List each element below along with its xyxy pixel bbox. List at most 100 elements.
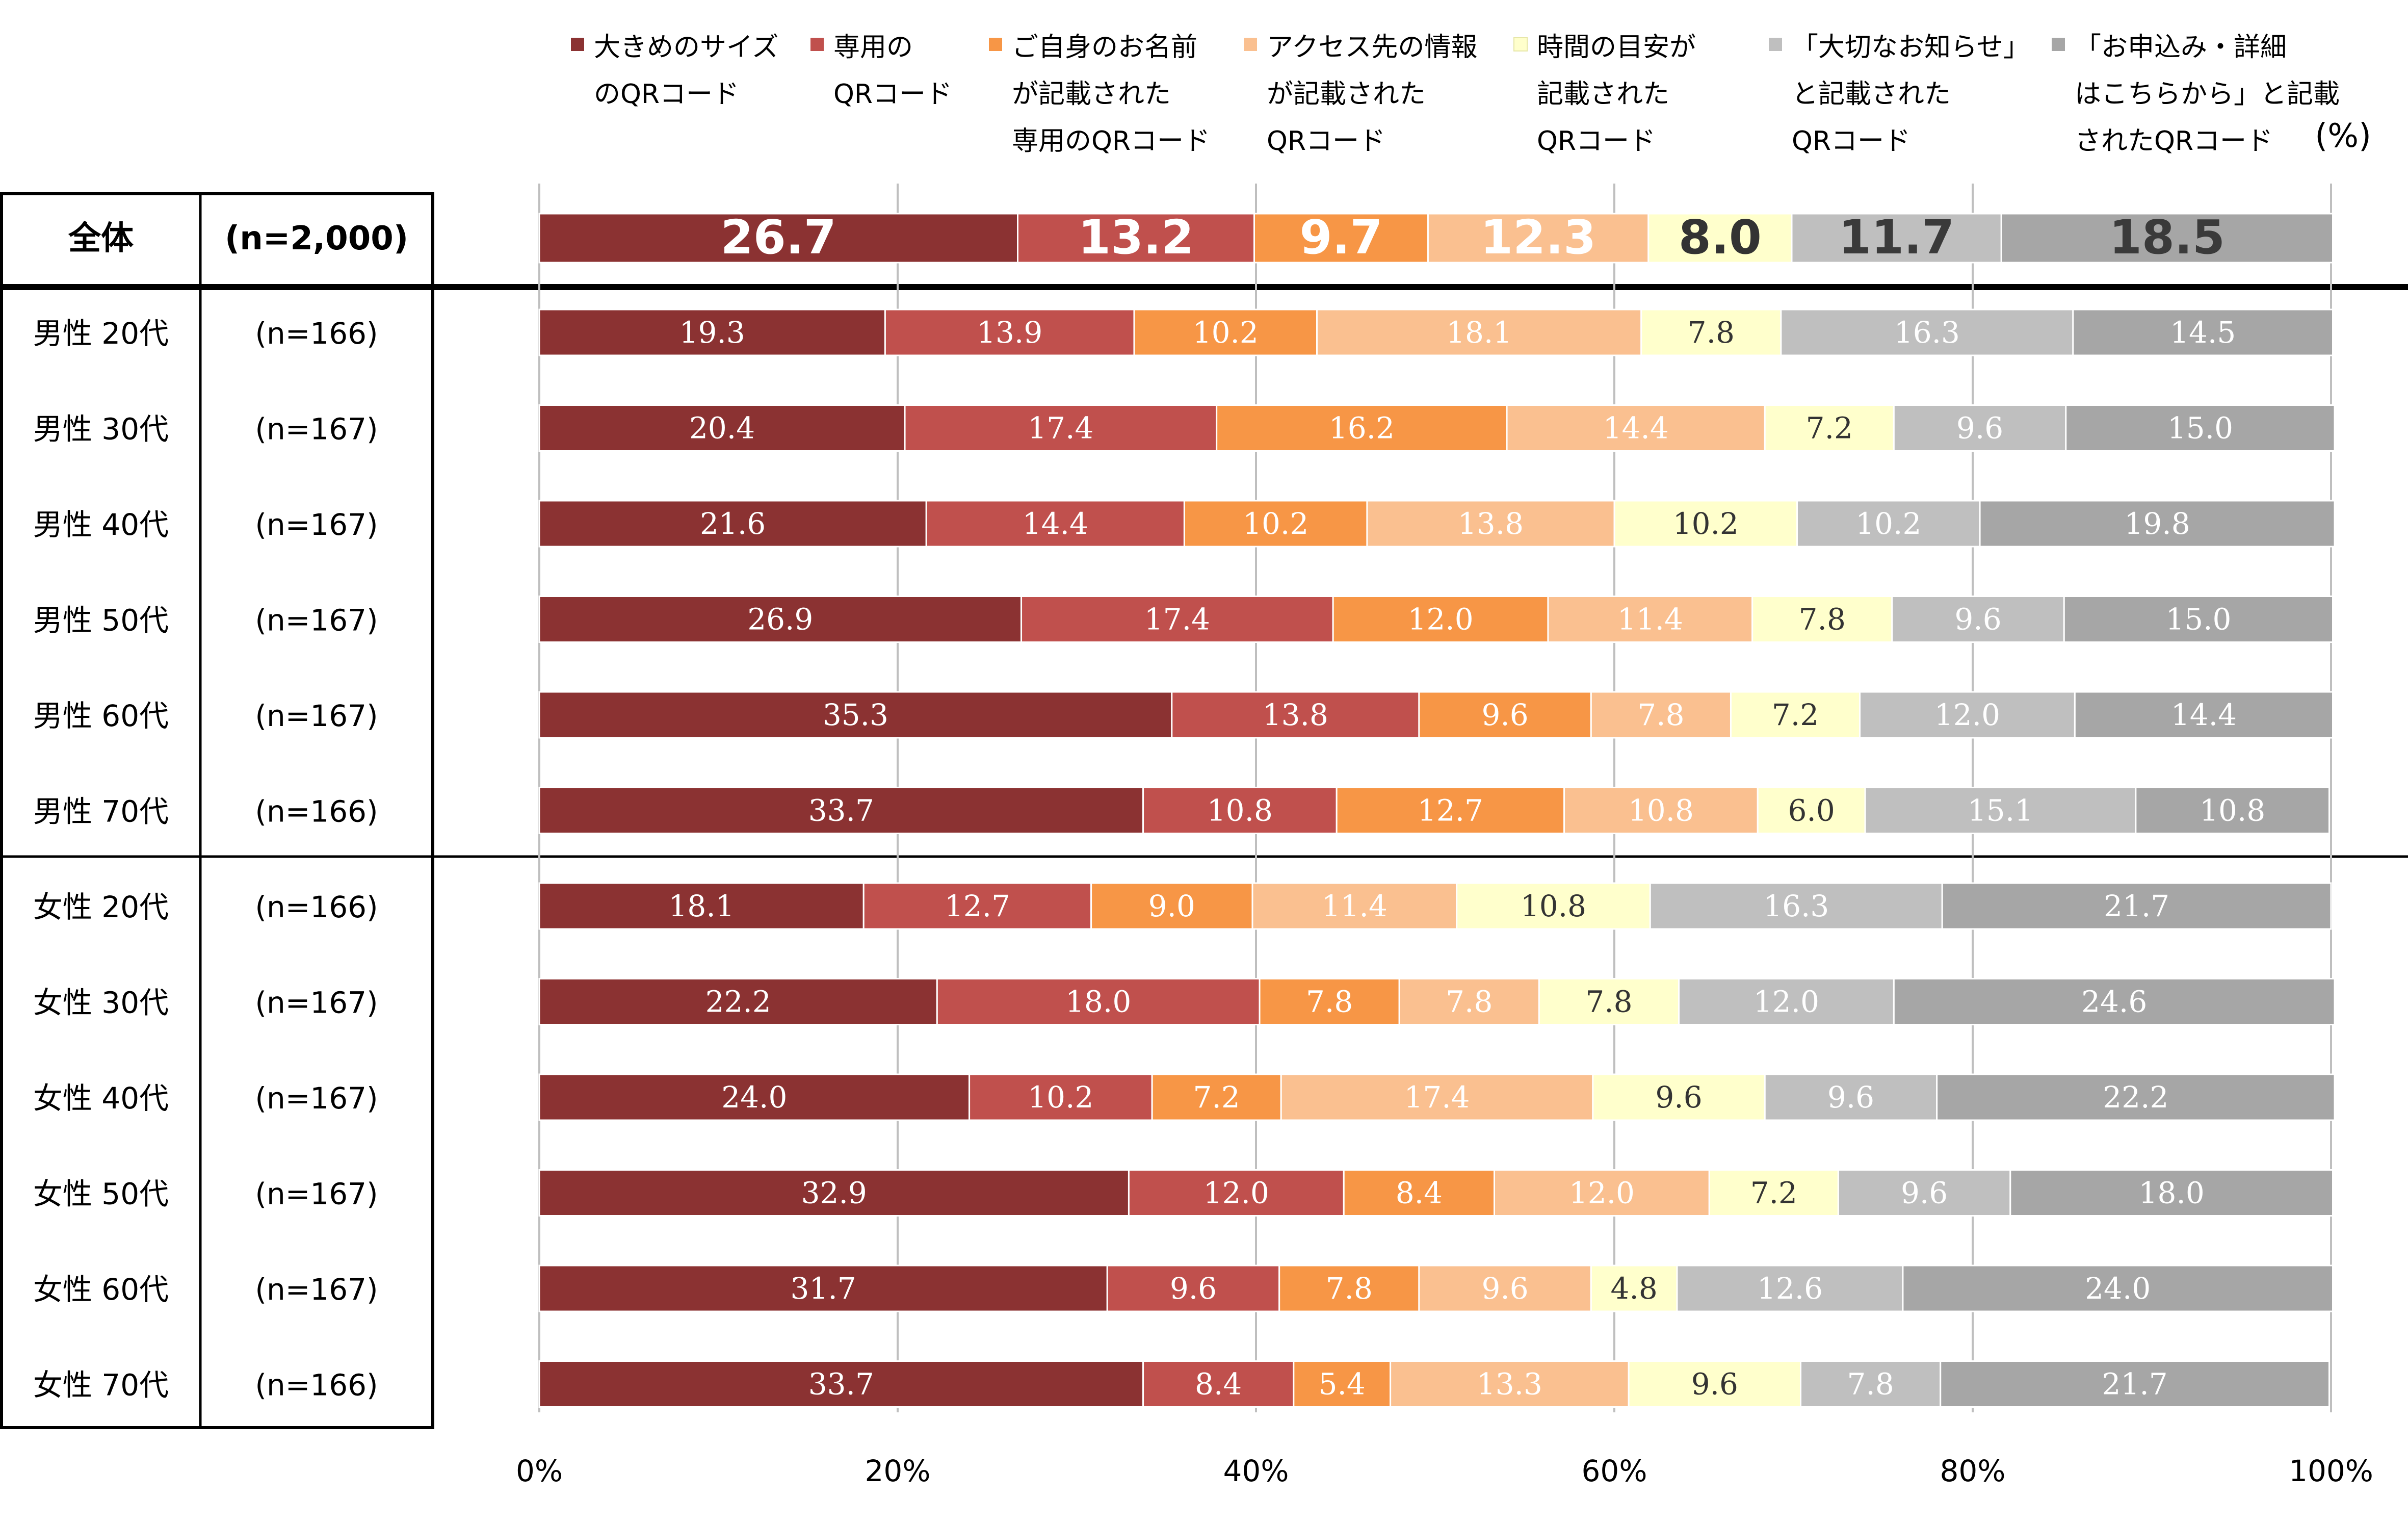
bar-value-label: 5.4 — [1319, 1367, 1366, 1402]
bar-value-label: 9.6 — [1655, 1080, 1702, 1115]
bar-row: 26.7 13.2 9.7 12.3 8.0 11.7 18.5 — [538, 210, 2334, 265]
bar-value-label: 18.5 — [2109, 210, 2225, 265]
row-group-label: 女性 50代 — [33, 1177, 169, 1211]
row-labels: 全体 (n=2,000) 男性 20代 (n=166) 男性 30代 (n=167) 男性 … — [33, 220, 408, 1403]
bar-value-label: 9.6 — [1691, 1367, 1738, 1402]
bar-row: 26.9 17.4 12.0 11.4 7.8 9.6 15.0 — [538, 596, 2334, 643]
legend-label: はこちらから」と記載 — [2075, 79, 2340, 110]
bar-segment — [1796, 500, 1981, 548]
bar-segment — [1708, 1169, 1839, 1217]
x-tick-label: 40% — [1223, 1454, 1289, 1488]
bar-segment — [1640, 308, 1782, 356]
bar-value-label: 18.0 — [2139, 1176, 2205, 1210]
legend-label: QRコード — [1537, 126, 1656, 157]
bar-segment — [1142, 1360, 1295, 1408]
bar-segment — [1278, 1264, 1420, 1312]
bar-value-label: 7.8 — [1326, 1271, 1373, 1306]
bar-value-label: 18.1 — [669, 889, 735, 923]
row-n-label: (n=167) — [255, 1272, 378, 1307]
bar-value-label: 14.4 — [2171, 698, 2237, 732]
bar-row: 22.2 18.0 7.8 7.8 7.8 12.0 24.6 — [538, 978, 2336, 1025]
bar-segment — [1493, 1169, 1710, 1217]
bar-segment — [1613, 500, 1798, 548]
legend-label: アクセス先の情報 — [1267, 32, 1477, 63]
legend-label: QRコード — [833, 79, 952, 110]
row-group-label: 女性 70代 — [33, 1368, 169, 1403]
bar-value-label: 24.0 — [721, 1080, 787, 1115]
legend-swatch — [1769, 38, 1782, 51]
bar-segment — [1133, 308, 1318, 356]
bar-row: 19.3 13.9 10.2 18.1 7.8 16.3 14.5 — [538, 308, 2334, 356]
row-group-label: 男性 70代 — [33, 794, 169, 829]
bar-segment — [1253, 213, 1429, 264]
row-group-label: 男性 20代 — [33, 316, 169, 351]
bar-value-label: 22.2 — [2103, 1080, 2168, 1115]
bar-value-label: 32.9 — [801, 1176, 867, 1210]
bar-segment — [1398, 978, 1540, 1025]
bar-segment — [1859, 691, 2076, 739]
bar-row: 33.7 8.4 5.4 13.3 9.6 7.8 21.7 — [538, 1360, 2330, 1408]
bar-segment — [1757, 787, 1866, 834]
bar-value-label: 16.3 — [1763, 889, 1829, 923]
bar-segment — [2000, 213, 2334, 264]
row-group-label: 男性 60代 — [33, 699, 169, 733]
row-n-label: (n=167) — [255, 412, 378, 447]
bar-value-label: 9.6 — [1481, 698, 1528, 732]
bar-value-label: 14.4 — [1023, 506, 1088, 541]
bar-segment — [1151, 1073, 1282, 1121]
bar-value-label: 14.4 — [1603, 411, 1669, 446]
bar-value-label: 18.1 — [1446, 315, 1512, 350]
bar-segment — [538, 882, 865, 930]
bar-segment — [1427, 213, 1650, 264]
bar-segment — [904, 404, 1218, 452]
bar-value-label: 7.8 — [1688, 315, 1735, 350]
bar-segment — [1563, 787, 1759, 834]
bar-row: 33.7 10.8 12.7 10.8 6.0 15.1 10.8 — [538, 787, 2330, 834]
bar-value-label: 7.2 — [1772, 698, 1819, 732]
bar-segment — [969, 1073, 1153, 1121]
row-group-label: 男性 30代 — [33, 412, 169, 447]
row-n-label: (n=167) — [255, 1177, 378, 1211]
bar-value-label: 15.0 — [2165, 602, 2231, 637]
bar-value-label: 12.6 — [1757, 1271, 1823, 1306]
legend-swatch — [810, 38, 824, 51]
bar-value-label: 10.2 — [1855, 506, 1921, 541]
bar-value-label: 21.6 — [700, 506, 766, 541]
row-n-label: (n=167) — [255, 603, 378, 638]
bar-segment — [2074, 691, 2334, 739]
bar-value-label: 9.6 — [1827, 1080, 1874, 1115]
bar-value-label: 13.8 — [1458, 506, 1524, 541]
bar-value-label: 10.8 — [2200, 793, 2265, 828]
table-border — [0, 192, 434, 1429]
bar-segment — [2072, 308, 2334, 356]
bar-value-label: 10.8 — [1521, 889, 1586, 923]
bar-segment — [1837, 1169, 2011, 1217]
bar-value-label: 8.4 — [1396, 1176, 1443, 1210]
bar-segment — [1764, 404, 1895, 452]
bar-segment — [1649, 882, 1943, 930]
legend-label: 「お申込み・詳細 — [2075, 32, 2287, 63]
bar-segment — [1343, 1169, 1495, 1217]
bar-segment — [1628, 1360, 1802, 1408]
bar-row: 20.4 17.4 16.2 14.4 7.2 9.6 15.0 — [538, 404, 2336, 452]
bar-value-label: 26.7 — [721, 210, 836, 265]
bar-value-label: 9.6 — [1481, 1271, 1528, 1306]
bar-segment — [1764, 1073, 1938, 1121]
bar-value-label: 10.2 — [1243, 506, 1308, 541]
bar-segment — [1316, 308, 1642, 356]
bar-value-label: 20.4 — [689, 411, 755, 446]
bar-value-label: 13.3 — [1477, 1367, 1542, 1402]
row-n-label: (n=2,000) — [225, 220, 408, 257]
bar-value-label: 12.7 — [945, 889, 1010, 923]
bar-segment — [1902, 1264, 2334, 1312]
legend-label: 「大切なお知らせ」 — [1792, 32, 2030, 63]
legend-label: ご自身のお名前 — [1012, 32, 1197, 63]
bar-row: 21.6 14.4 10.2 13.8 10.2 10.2 19.8 — [538, 500, 2336, 548]
x-tick-label: 100% — [2289, 1454, 2373, 1488]
x-tick-label: 60% — [1582, 1454, 1647, 1488]
bar-segment — [1090, 882, 1253, 930]
